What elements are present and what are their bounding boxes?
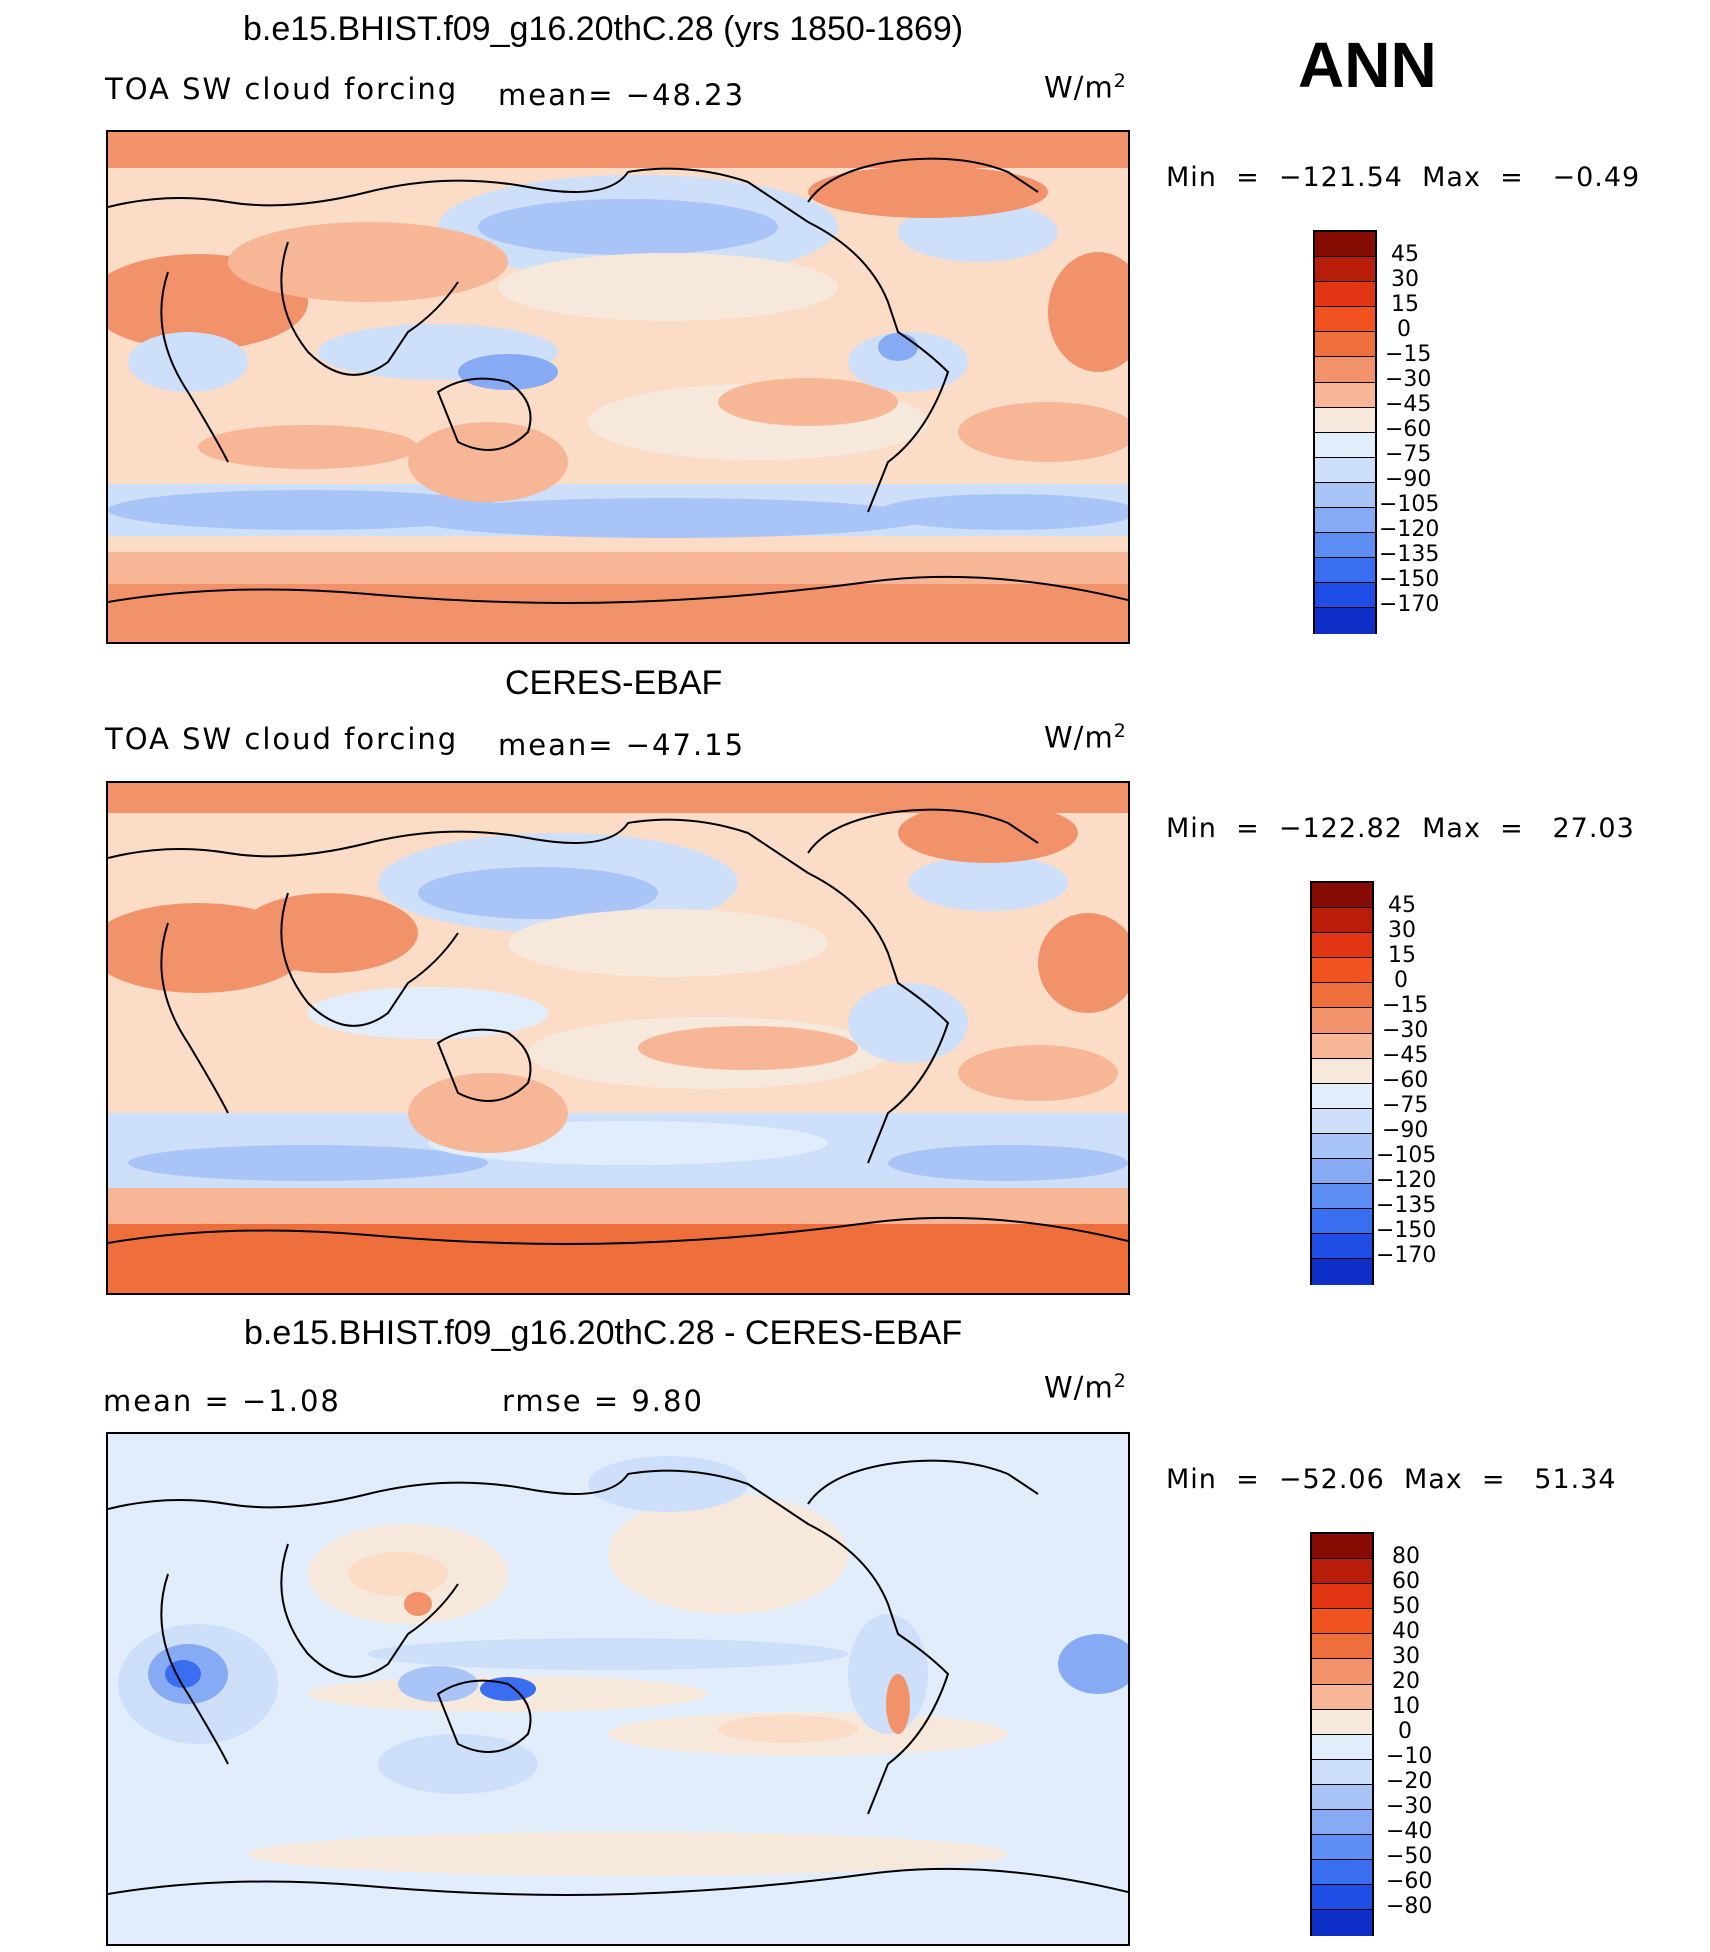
panel-3-colorbar-label: 80 [1392, 1544, 1420, 1569]
panel-2-minmax: Min = −122.82 Max = 27.03 [1166, 813, 1635, 844]
panel-3-colorbar-label: −10 [1386, 1744, 1433, 1769]
panel-3-colorbar-label: −80 [1386, 1894, 1433, 1919]
panel-3-units: W/m2 [1044, 1370, 1127, 1405]
panel-3-colorbar-label: 50 [1392, 1594, 1420, 1619]
panel-1-mean-label: mean= −48.23 [498, 78, 746, 112]
panel-2-colorbar-box [1310, 881, 1374, 1285]
panel-1-colorbar-box [1313, 230, 1377, 634]
panel-3-title: b.e15.BHIST.f09_g16.20thC.28 - CERES-EBA… [244, 1314, 963, 1352]
panel-1-units: W/m2 [1044, 70, 1127, 105]
panel-1-colorbar-label: −45 [1385, 392, 1432, 417]
panel-2-map [106, 781, 1130, 1295]
panel-2-colorbar-label: 30 [1388, 918, 1416, 943]
panel-2-colorbar-label: 15 [1388, 943, 1416, 968]
panel-1-map [106, 130, 1130, 644]
panel-2-units: W/m2 [1044, 720, 1127, 755]
panel-1-colorbar-label: −60 [1385, 417, 1432, 442]
panel-3-colorbar-label: −40 [1386, 1819, 1433, 1844]
panel-1-colorbar-label: 45 [1391, 242, 1419, 267]
panel-1-colorbar-label: −120 [1379, 517, 1440, 542]
panel-3-colorbar-label: −20 [1386, 1769, 1433, 1794]
panel-1-colorbar-label: −30 [1385, 367, 1432, 392]
panel-3-colorbar-label: −30 [1386, 1794, 1433, 1819]
panel-1-colorbar-label: −135 [1379, 542, 1440, 567]
panel-1-map-canvas [108, 132, 1128, 642]
panel-3-map [106, 1432, 1130, 1946]
panel-2-title: CERES-EBAF [505, 664, 723, 702]
panel-2-colorbar-label: −45 [1382, 1043, 1429, 1068]
panel-3-colorbar-label: 10 [1392, 1694, 1420, 1719]
panel-2-colorbar-label: −150 [1376, 1218, 1437, 1243]
season-label: ANN [1298, 29, 1437, 101]
panel-2-colorbar-label: −75 [1382, 1093, 1429, 1118]
panel-1-field-label: TOA SW cloud forcing [105, 72, 459, 106]
panel-3-colorbar-label: 60 [1392, 1569, 1420, 1594]
panel-1-minmax: Min = −121.54 Max = −0.49 [1166, 162, 1641, 193]
panel-1-colorbar-label: −105 [1379, 492, 1440, 517]
panel-2-field-label: TOA SW cloud forcing [105, 722, 459, 756]
panel-1-colorbar-label: 30 [1391, 267, 1419, 292]
panel-2-map-canvas [108, 783, 1128, 1293]
panel-1-colorbar-label: −15 [1385, 342, 1432, 367]
panel-1-colorbar-label: 0 [1397, 317, 1411, 342]
panel-3-colorbar-label: 30 [1392, 1644, 1420, 1669]
panel-3-colorbar-label: 20 [1392, 1669, 1420, 1694]
panel-1-colorbar-label: 15 [1391, 292, 1419, 317]
panel-3-colorbar-label: −50 [1386, 1844, 1433, 1869]
panel-2-mean-label: mean= −47.15 [498, 728, 746, 762]
panel-2-colorbar-label: 0 [1394, 968, 1408, 993]
panel-2-colorbar-label: −60 [1382, 1068, 1429, 1093]
panel-3-colorbar-label: −60 [1386, 1869, 1433, 1894]
panel-2-colorbar-label: −15 [1382, 993, 1429, 1018]
panel-3-colorbar-label: 0 [1398, 1719, 1412, 1744]
panel-3-map-canvas [108, 1434, 1128, 1944]
panel-3-minmax: Min = −52.06 Max = 51.34 [1166, 1464, 1617, 1495]
panel-1-colorbar-label: −170 [1379, 592, 1440, 617]
panel-3-rmse-label: rmse = 9.80 [502, 1384, 704, 1418]
panel-3-colorbar-label: 40 [1392, 1619, 1420, 1644]
panel-2-colorbar-label: −30 [1382, 1018, 1429, 1043]
panel-3-mean-label: mean = −1.08 [103, 1384, 341, 1418]
panel-1-title: b.e15.BHIST.f09_g16.20thC.28 (yrs 1850-1… [243, 10, 964, 48]
panel-1-colorbar-label: −75 [1385, 442, 1432, 467]
panel-2-colorbar-label: 45 [1388, 893, 1416, 918]
panel-1-colorbar-label: −90 [1385, 467, 1432, 492]
panel-2-colorbar-label: −170 [1376, 1243, 1437, 1268]
panel-2-colorbar-label: −90 [1382, 1118, 1429, 1143]
panel-2-colorbar-label: −135 [1376, 1193, 1437, 1218]
panel-2-colorbar-label: −120 [1376, 1168, 1437, 1193]
panel-1-colorbar-label: −150 [1379, 567, 1440, 592]
panel-3-colorbar-box [1310, 1532, 1374, 1936]
panel-2-colorbar-label: −105 [1376, 1143, 1437, 1168]
